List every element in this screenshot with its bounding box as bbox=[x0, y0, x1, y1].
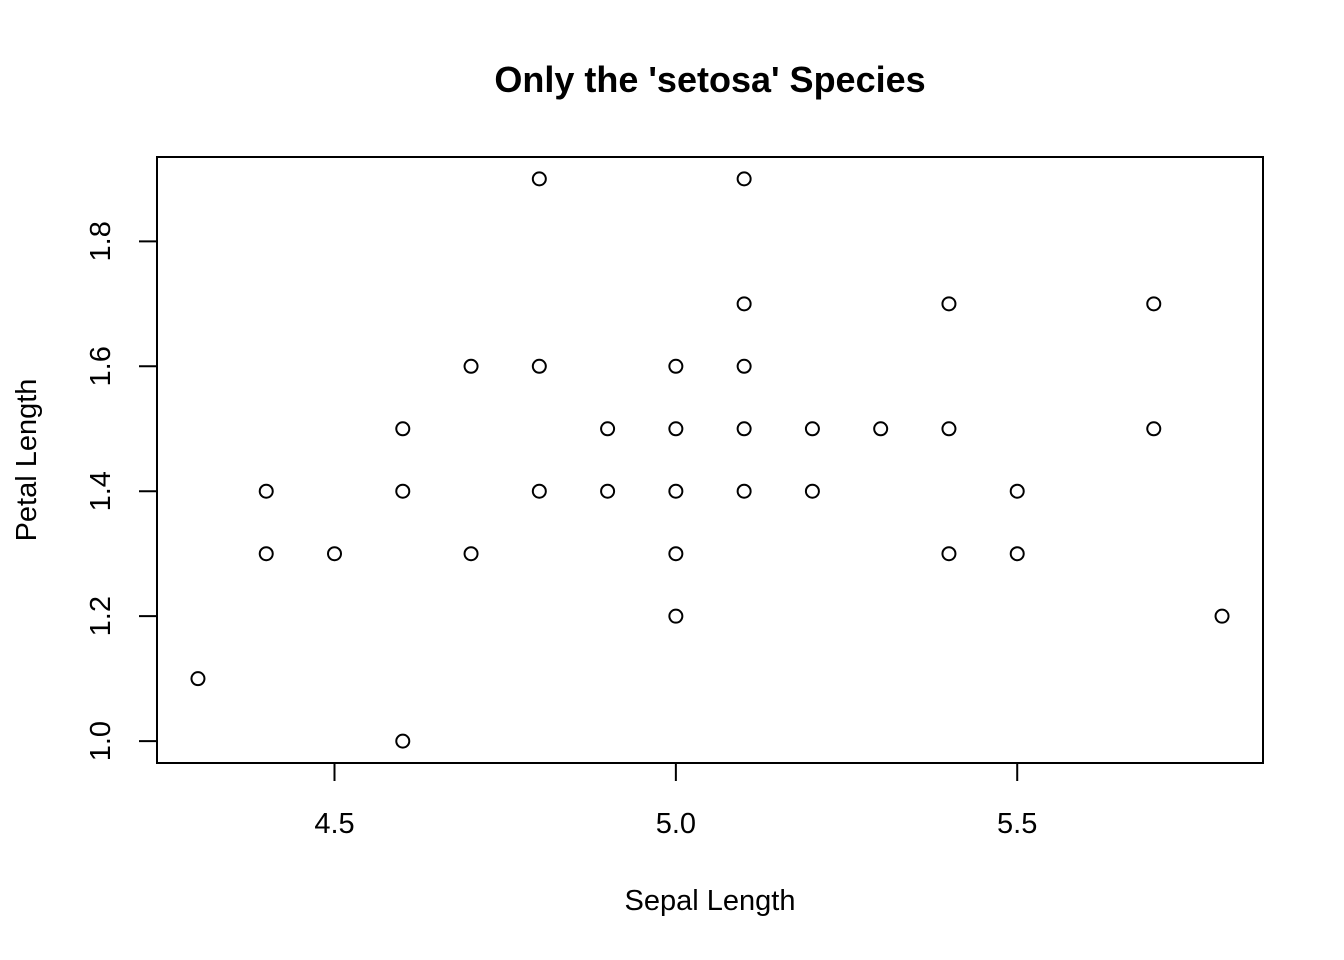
data-point bbox=[395, 733, 411, 749]
data-point bbox=[668, 546, 684, 562]
data-point bbox=[736, 358, 752, 374]
data-point bbox=[1009, 546, 1025, 562]
data-point bbox=[463, 546, 479, 562]
data-point bbox=[1146, 296, 1162, 312]
data-point bbox=[804, 421, 820, 437]
data-point bbox=[531, 171, 547, 187]
x-axis-label: Sepal Length bbox=[625, 885, 796, 917]
data-point bbox=[736, 421, 752, 437]
data-point bbox=[941, 546, 957, 562]
data-point bbox=[736, 296, 752, 312]
data-point bbox=[463, 358, 479, 374]
y-axis-label: Petal Length bbox=[11, 379, 43, 542]
data-point bbox=[804, 483, 820, 499]
y-tick-label: 1.2 bbox=[85, 596, 117, 636]
data-point bbox=[668, 608, 684, 624]
data-point bbox=[873, 421, 889, 437]
data-point bbox=[395, 421, 411, 437]
data-point bbox=[1146, 421, 1162, 437]
data-point bbox=[1214, 608, 1230, 624]
data-point bbox=[258, 546, 274, 562]
x-tick-label: 5.0 bbox=[656, 808, 696, 840]
data-points bbox=[190, 171, 1230, 749]
data-point bbox=[736, 483, 752, 499]
data-point bbox=[668, 358, 684, 374]
data-point bbox=[531, 358, 547, 374]
y-tick-label: 1.0 bbox=[85, 721, 117, 761]
data-point bbox=[600, 483, 616, 499]
data-point bbox=[736, 171, 752, 187]
chart-title: Only the 'setosa' Species bbox=[494, 59, 925, 100]
data-point bbox=[668, 483, 684, 499]
y-tick-label: 1.8 bbox=[85, 221, 117, 261]
x-axis: 4.5 5.0 5.5 bbox=[314, 762, 1037, 840]
data-point bbox=[600, 421, 616, 437]
data-point bbox=[531, 483, 547, 499]
data-point bbox=[327, 546, 343, 562]
data-point bbox=[258, 483, 274, 499]
y-tick-label: 1.6 bbox=[85, 346, 117, 386]
data-point bbox=[395, 483, 411, 499]
data-point bbox=[1009, 483, 1025, 499]
data-point bbox=[941, 296, 957, 312]
y-axis: 1.0 1.2 1.4 1.6 1.8 bbox=[85, 221, 158, 761]
data-point bbox=[190, 671, 206, 687]
plot-frame bbox=[156, 156, 1264, 764]
y-tick-label: 1.4 bbox=[85, 471, 117, 511]
x-tick-label: 5.5 bbox=[997, 808, 1037, 840]
x-tick-label: 4.5 bbox=[314, 808, 354, 840]
data-point bbox=[668, 421, 684, 437]
data-point bbox=[941, 421, 957, 437]
